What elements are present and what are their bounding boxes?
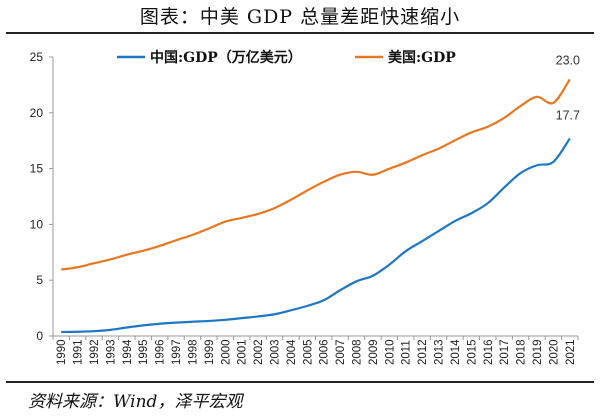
x-tick-label: 1992 [89,339,101,365]
data-label: 17.7 [556,108,580,122]
x-tick-label: 1995 [138,339,150,365]
y-tick-label: 20 [30,106,44,120]
line-chart: 0 5 10 15 20 25 1990 1991 1992 1993 1994 1995 1996 19… [30,49,580,365]
x-tick-label: 2011 [401,340,413,365]
x-tick-label: 2013 [434,339,446,365]
x-tick-label: 2002 [253,339,265,365]
y-tick-label: 25 [30,50,44,64]
y-tick-label: 5 [36,273,43,287]
x-tick-label: 1993 [105,339,117,365]
x-tick-label: 2007 [335,339,347,365]
x-tick-label: 2021 [565,339,577,365]
x-tick-label: 1996 [155,339,167,365]
x-tick-label: 2020 [548,339,560,365]
x-tick-label: 2012 [417,339,429,365]
series-line-us [61,78,571,271]
legend-label: 美国:GDP [388,49,456,66]
x-tick-label: 2015 [466,339,478,365]
x-tick-label: 2004 [286,339,298,365]
x-tick-label: 2016 [483,339,495,365]
x-tick-label: 2008 [352,339,364,365]
x-tick-label: 2005 [302,339,314,365]
x-tick-label: 1994 [122,339,134,365]
x-tick-label: 2019 [532,339,544,365]
x-tick-label: 1998 [187,339,199,365]
x-tick-label: 1991 [73,339,85,365]
x-tick-label: 1999 [204,339,216,365]
title-divider [6,32,594,34]
x-tick-label: 1997 [171,339,183,365]
x-tick-label: 2000 [220,339,232,365]
x-tick-label: 1990 [56,339,68,365]
series-line-china [61,137,571,334]
y-tick-label: 10 [30,217,44,231]
x-tick-label: 2010 [384,339,396,365]
y-tick-label: 0 [36,329,43,343]
legend-label: 中国:GDP（万亿美元） [150,49,302,66]
y-tick-label: 15 [30,162,44,176]
x-tick-label: 2018 [516,339,528,365]
x-tick-label: 2006 [319,339,331,365]
x-tick-label: 2014 [450,339,462,365]
data-label: 23.0 [556,53,580,67]
source-divider [6,381,594,383]
source-note: 资料来源：Wind，泽平宏观 [28,392,243,412]
x-tick-label: 2017 [499,339,511,365]
x-tick-label: 2001 [237,339,249,365]
x-tick-label: 2003 [269,339,281,365]
x-tick-label: 2009 [368,339,380,365]
chart-title: 图表：中美 GDP 总量差距快速缩小 [139,6,461,28]
